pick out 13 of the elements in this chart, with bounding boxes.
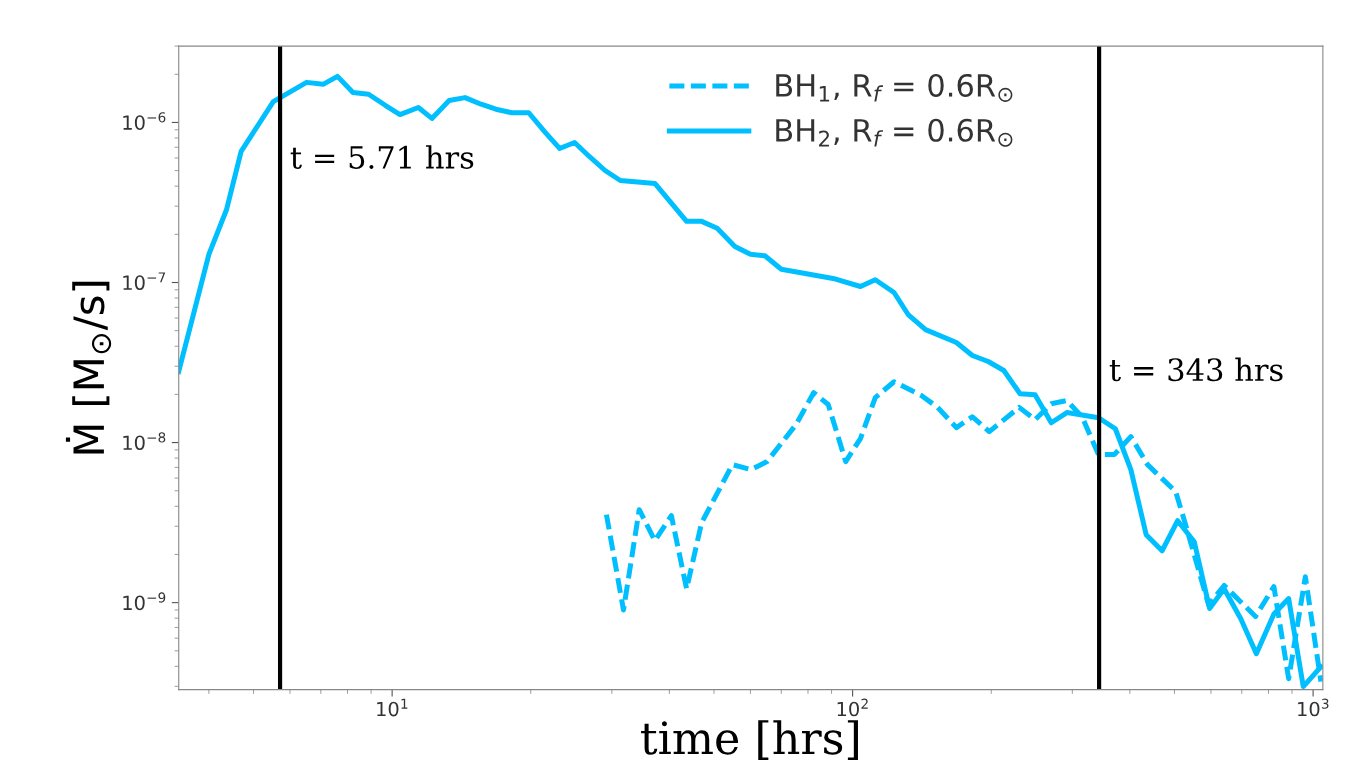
x-axis-title: time [hrs] <box>641 720 858 760</box>
ref-line-label: t = 5.71 hrs <box>290 145 474 169</box>
x-tick-label: 10$^{3}$ <box>1298 698 1329 717</box>
y-axis-title: Ṁ [M$_{⊙}$/s] <box>65 281 112 454</box>
y-tick-label: 10$^{−8}$ <box>123 432 166 451</box>
y-tick-label: 10$^{−9}$ <box>123 592 166 611</box>
x-tick-label: 10$^{1}$ <box>377 698 408 717</box>
x-tick-label: 10$^{2}$ <box>837 698 868 717</box>
y-tick-label: 10$^{−7}$ <box>123 272 166 291</box>
legend-label: BH$_{1}$, R$_{f}$ = 0.6R$_{⊙}$ <box>776 73 1013 102</box>
legend-label: BH$_{2}$, R$_{f}$ = 0.6R$_{⊙}$ <box>776 118 1013 147</box>
ref-line-label: t = 343 hrs <box>1109 357 1283 382</box>
y-tick-label: 10$^{−6}$ <box>123 112 166 130</box>
